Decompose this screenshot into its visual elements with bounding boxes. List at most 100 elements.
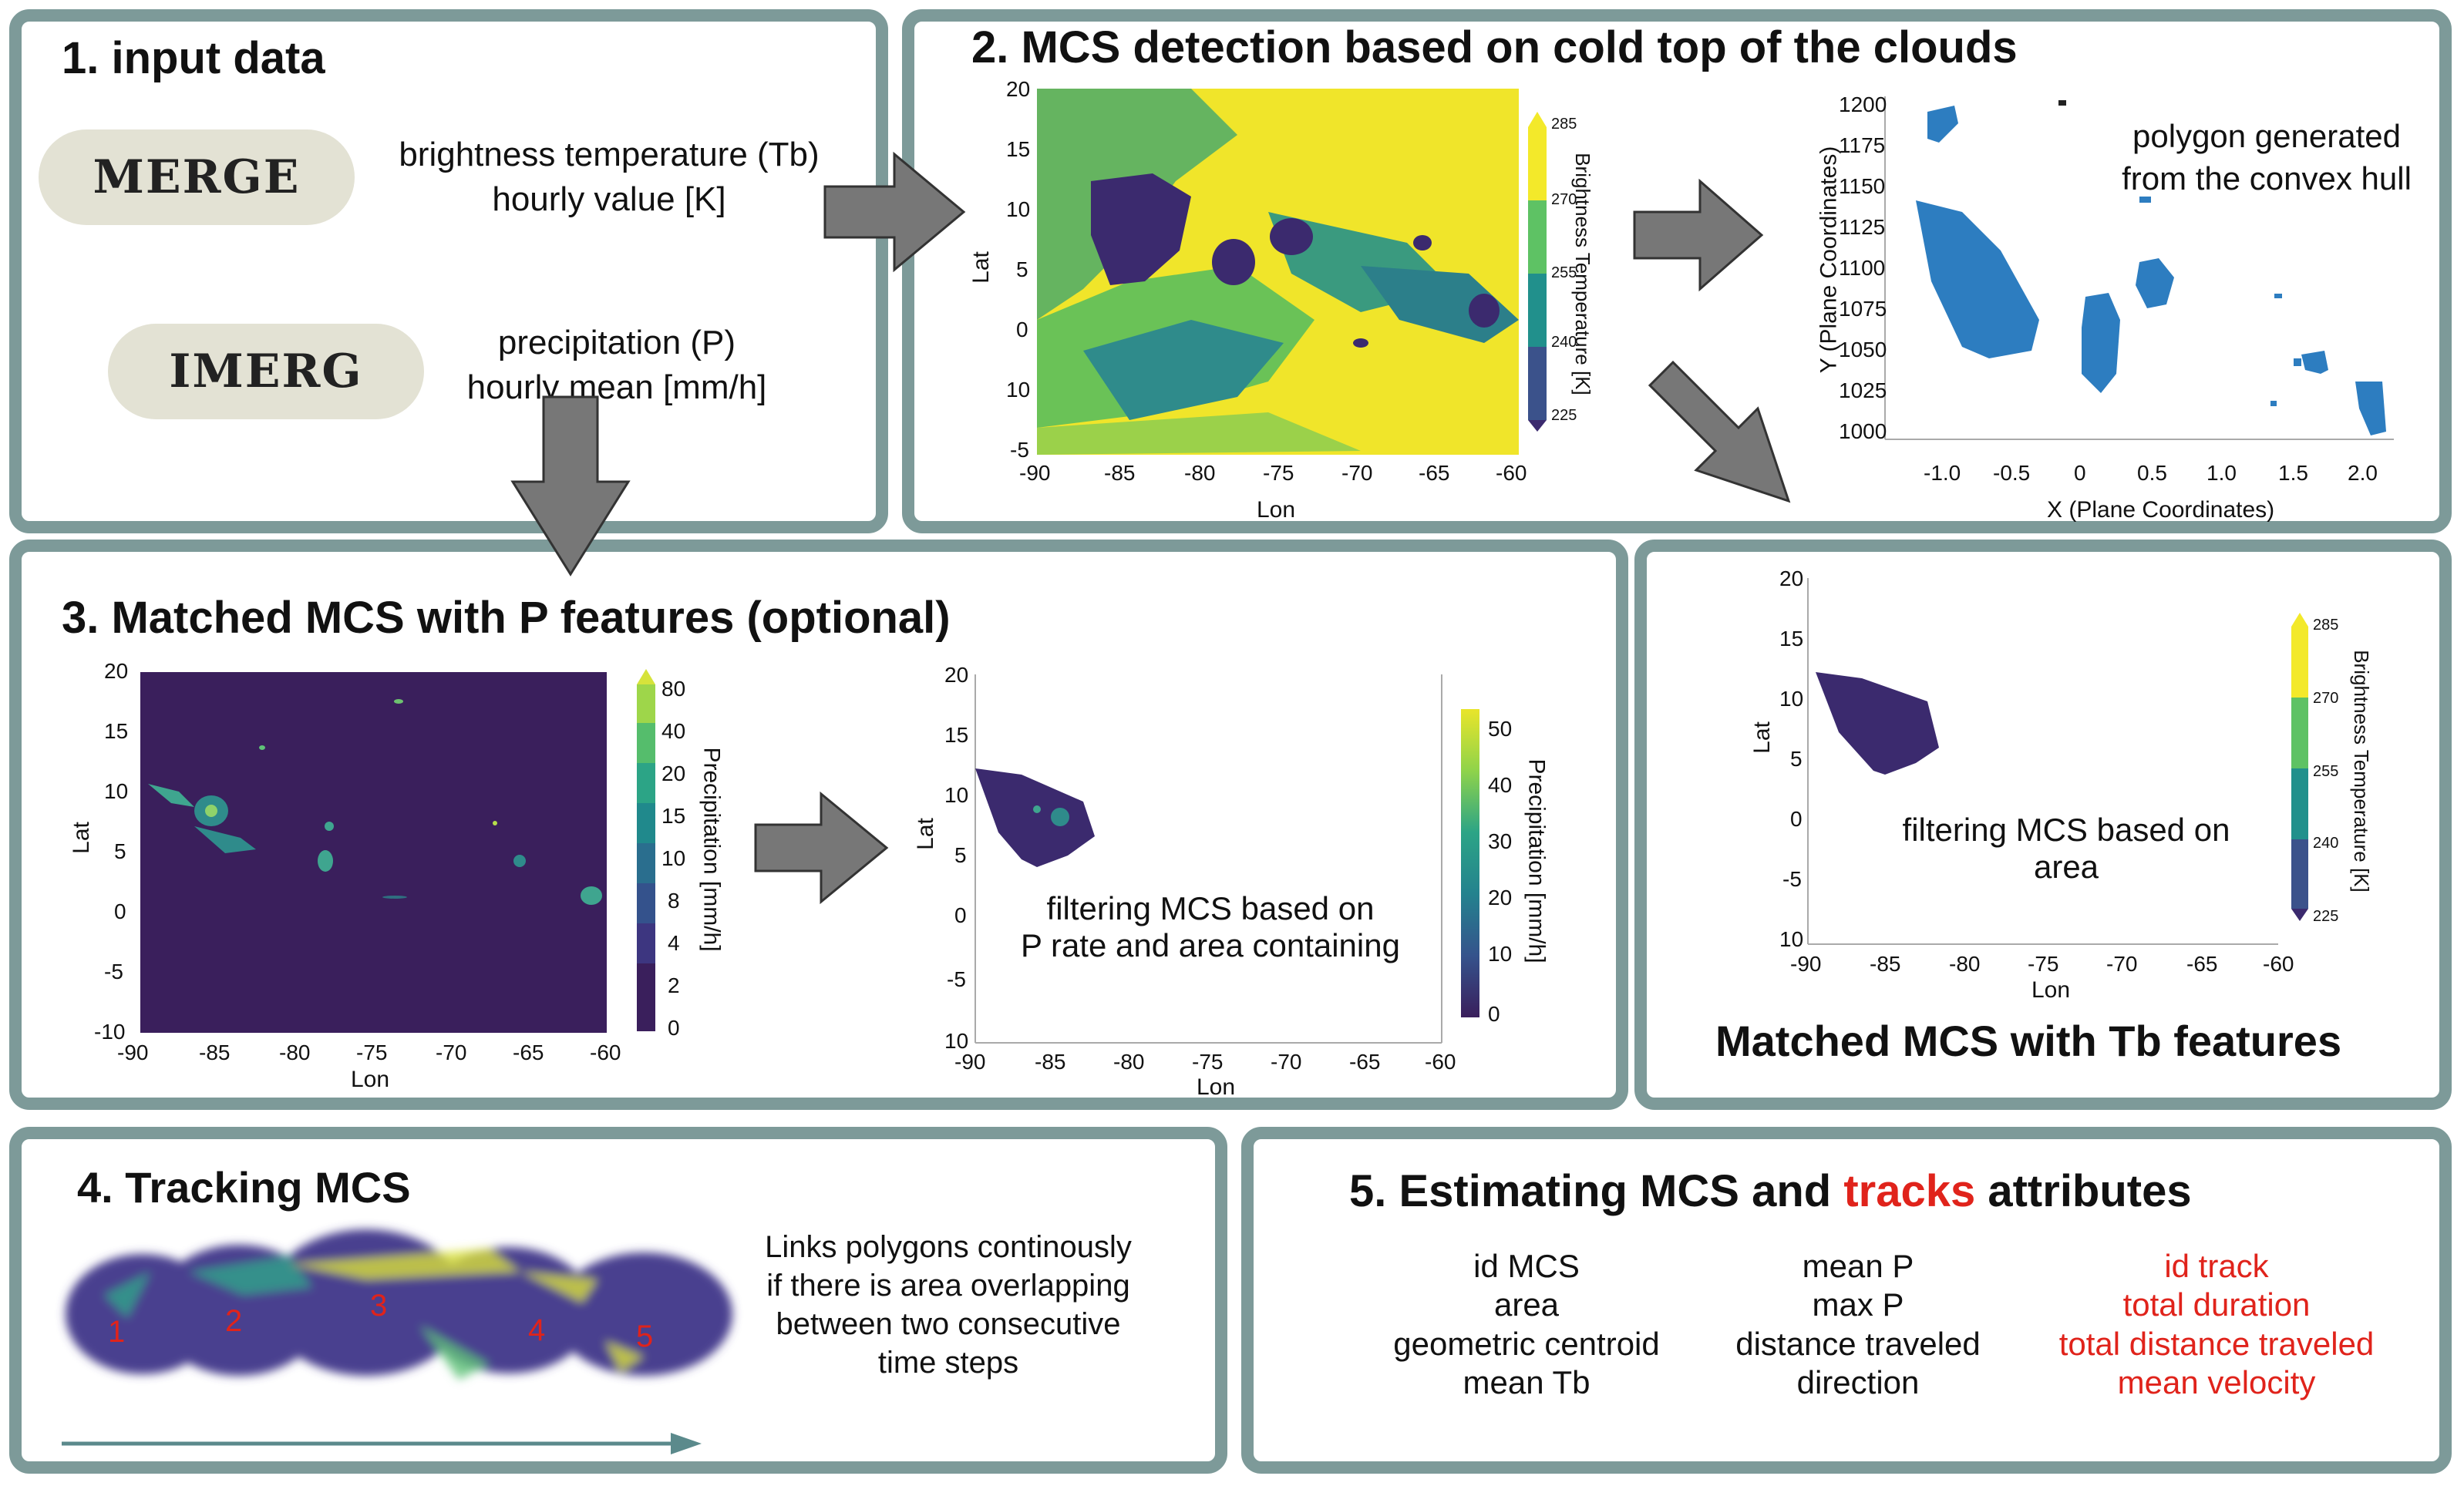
tb-lon-tick: -85 (1104, 461, 1136, 485)
panel5-title-part1: 5. Estimating MCS and (1349, 1166, 1844, 1216)
pf-ylabel: Lat (912, 818, 938, 850)
p-lat-tick: -5 (104, 960, 123, 983)
pf-lat-tick: 5 (954, 843, 967, 867)
track-label-5: 5 (636, 1320, 654, 1353)
tb-cbar-tick: 225 (1551, 407, 1577, 424)
tb-lat-tick: -5 (1010, 438, 1029, 462)
tb-filtered-plot (1807, 578, 2278, 945)
matched-tb-title: Matched MCS with Tb features (1715, 1017, 2342, 1065)
tbf-colorbar (2291, 613, 2308, 921)
p-filter-annotation-line2: P rate and area containing (1021, 927, 1400, 963)
p-lon-tick: -60 (590, 1041, 621, 1064)
poly-x-tick: 0 (2074, 461, 2086, 485)
tbf-xlabel: Lon (2031, 977, 2071, 1003)
tbf-cbar-label: Brightness Temperature [K] (2349, 650, 2373, 893)
tracking-desc-line1: Links polygons continously (765, 1230, 1132, 1264)
panel-attributes (1241, 1127, 2452, 1474)
tbf-lon-tick: -85 (1870, 952, 1901, 976)
poly-y-tick: 1050 (1839, 338, 1887, 361)
attr-item: geometric centroid (1393, 1325, 1660, 1362)
tb-ylabel: Lat (968, 251, 994, 284)
poly-y-tick: 1025 (1839, 378, 1887, 402)
p-lat-tick: 0 (114, 899, 126, 923)
tb-lon-tick: -80 (1184, 461, 1216, 485)
pf-lat-tick: -5 (947, 967, 966, 991)
pf-lat-tick: 20 (944, 663, 969, 687)
p-cbar-tick: 0 (668, 1016, 680, 1040)
tbf-cbar-tick: 240 (2313, 835, 2339, 852)
panel5-title-tracks: tracks (1843, 1166, 1976, 1216)
tbf-lon-tick: -90 (1790, 952, 1822, 976)
polygon-annotation-line1: polygon generated (2132, 118, 2401, 154)
tb-lon-tick: -70 (1341, 461, 1373, 485)
tb-lat-tick: 20 (1006, 77, 1031, 101)
p-lon-tick: -85 (199, 1041, 231, 1064)
p-cbar-tick: 4 (668, 931, 680, 955)
pf-cbar-label: Precipitation [mm/h] (1523, 758, 1550, 963)
imerg-desc-line1: precipitation (P) (497, 324, 736, 361)
attr-item: distance traveled (1735, 1325, 1981, 1362)
p-lat-tick: 15 (104, 719, 129, 743)
track-label-3: 3 (370, 1289, 388, 1323)
p-cbar-tick: 80 (661, 677, 686, 701)
tbf-lat-tick: 10 (1779, 927, 1804, 951)
p-cbar-tick: 15 (661, 804, 686, 828)
attr-item: area (1493, 1286, 1560, 1323)
tb-lat-tick: 15 (1006, 137, 1031, 161)
tracking-desc-line2: if there is area overlapping (766, 1269, 1130, 1303)
pf-lon-tick: -65 (1349, 1050, 1381, 1074)
tb-cbar-tick: 240 (1551, 334, 1577, 351)
panel1-title: 1. input data (62, 33, 325, 83)
attr-item: mean Tb (1463, 1364, 1590, 1401)
p-filter-annotation-line1: filtering MCS based on (1046, 890, 1375, 926)
tb-lon-tick: -90 (1019, 461, 1051, 485)
tb-lon-tick: -60 (1496, 461, 1527, 485)
tracking-desc-line3: between two consecutive (776, 1307, 1121, 1341)
attr-item: max P (1812, 1286, 1904, 1323)
pf-cbar-tick: 20 (1488, 886, 1513, 909)
p-cbar-label: Precipitation [mm/h] (698, 747, 725, 952)
poly-y-tick: 1100 (1839, 256, 1886, 280)
tbf-lat-tick: -5 (1782, 867, 1802, 891)
tb-lat-tick: 5 (1016, 257, 1028, 281)
poly-x-tick: 1.5 (2278, 461, 2308, 485)
poly-y-tick: 1000 (1839, 419, 1887, 443)
tbf-lat-tick: 20 (1779, 566, 1804, 590)
tbf-lon-tick: -65 (2186, 952, 2218, 976)
time-arrow (62, 1433, 702, 1454)
attr-item: mean P (1802, 1248, 1914, 1284)
p-cbar-tick: 8 (668, 889, 680, 913)
tbf-ylabel: Lat (1749, 721, 1775, 754)
p-lon-tick: -70 (436, 1041, 467, 1064)
polygon-annotation-line2: from the convex hull (2122, 160, 2412, 197)
merge-desc-line2: hourly value [K] (492, 180, 726, 218)
polygon-plot (1884, 96, 2394, 440)
tb-cbar-label: Brightness Temperature [K] (1570, 153, 1594, 395)
p-lon-tick: -75 (356, 1041, 388, 1064)
attr-item: total distance traveled (2058, 1325, 2375, 1362)
tbf-cbar-tick: 225 (2313, 908, 2339, 925)
p-cbar-tick: 2 (668, 973, 680, 997)
precip-map (140, 672, 607, 1033)
pf-lon-tick: -90 (954, 1050, 986, 1074)
poly-y-tick: 1200 (1839, 92, 1887, 116)
pf-xlabel: Lon (1197, 1074, 1236, 1100)
track-label-4: 4 (528, 1313, 546, 1347)
poly-x-tick: -1.0 (1924, 461, 1961, 485)
pf-lon-tick: -60 (1425, 1050, 1456, 1074)
pf-colorbar (1461, 709, 1479, 1017)
tb-lat-tick: 10 (1006, 197, 1031, 221)
tb-colorbar (1528, 112, 1547, 432)
poly-x-tick: -0.5 (1993, 461, 2031, 485)
arrow-input-to-detection (823, 151, 966, 273)
attr-col-mcs: id MCS area geometric centroid mean Tb (1372, 1247, 1681, 1403)
poly-y-tick: 1175 (1839, 133, 1886, 157)
p-filtered-plot (974, 674, 1442, 1044)
panel-input-data (9, 9, 888, 533)
tbf-lon-tick: -60 (2263, 952, 2294, 976)
poly-y-tick: 1150 (1839, 174, 1886, 198)
tb-cbar-tick: 270 (1551, 191, 1577, 208)
attr-item: id MCS (1473, 1248, 1580, 1284)
arrow-input-to-matchP (510, 395, 631, 577)
tbf-cbar-tick: 285 (2313, 617, 2339, 634)
